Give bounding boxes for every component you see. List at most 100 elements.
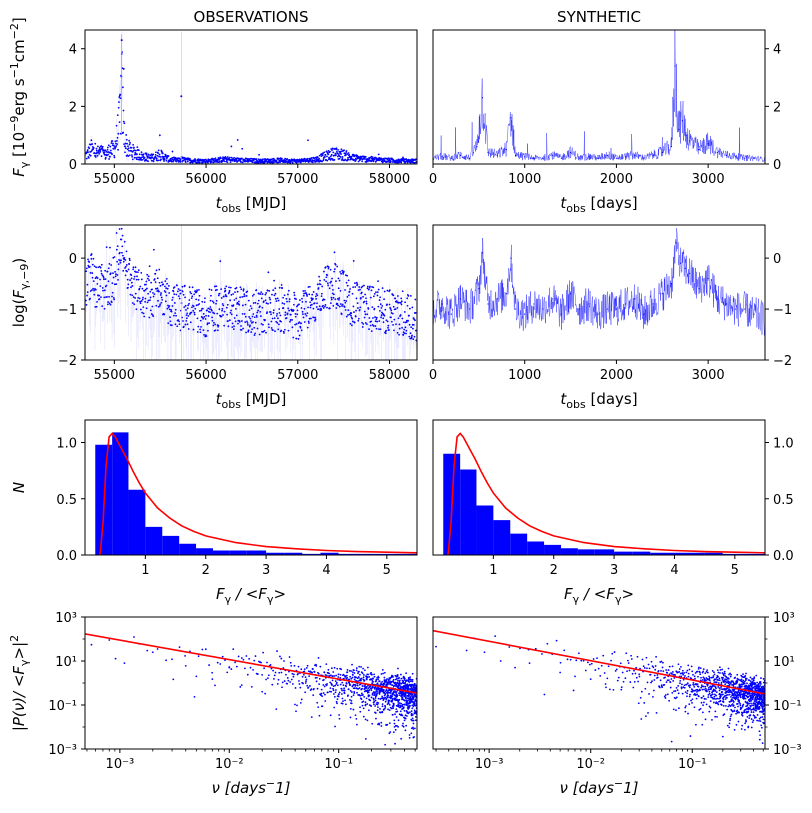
- obs-loglightcurve-point: [256, 311, 259, 314]
- syn-psd-point: [709, 706, 712, 709]
- obs-psd-point: [384, 700, 387, 703]
- syn-lightcurve-data-point: [487, 151, 489, 154]
- obs-psd-point: [341, 689, 343, 692]
- syn-psd-point: [707, 696, 710, 699]
- obs-psd-ytick-label: 10⁻³: [48, 743, 77, 758]
- obs-loglightcurve-point: [317, 308, 320, 311]
- syn-psd-point: [701, 685, 704, 688]
- obs-loglightcurve-point: [274, 330, 276, 333]
- obs-psd-point: [407, 699, 409, 702]
- obs-psd-point: [411, 678, 414, 681]
- obs-loglightcurve-point: [182, 293, 185, 296]
- obs-psd-point: [329, 714, 332, 717]
- obs-loglightcurve-point: [246, 320, 248, 323]
- obs-loglightcurve-point: [243, 313, 246, 315]
- syn-histogram-bar: [560, 548, 578, 555]
- obs-loglightcurve-point: [320, 295, 323, 298]
- obs-psd-point: [413, 727, 416, 730]
- obs-loglightcurve-point: [215, 285, 218, 288]
- obs-loglightcurve-xtick-label: 55000: [94, 368, 135, 383]
- obs-loglightcurve-point: [186, 323, 189, 326]
- obs-psd-point: [375, 694, 378, 697]
- obs-psd-point: [391, 697, 394, 700]
- obs-psd-point: [392, 707, 394, 709]
- obs-loglightcurve-point: [226, 303, 229, 306]
- syn-psd-point: [688, 695, 691, 698]
- obs-loglightcurve-point: [108, 262, 111, 265]
- obs-psd-point: [346, 676, 349, 679]
- obs-loglightcurve-point: [292, 336, 295, 339]
- obs-loglightcurve-point: [100, 296, 102, 299]
- obs-psd-point: [363, 674, 365, 676]
- obs-psd-point: [374, 691, 377, 693]
- obs-loglightcurve-point: [226, 313, 229, 316]
- obs-loglightcurve-point: [87, 258, 89, 261]
- obs-loglightcurve-point: [342, 270, 345, 273]
- obs-loglightcurve-xtick-label: 56000: [185, 368, 226, 383]
- obs-loglightcurve-point: [289, 320, 291, 323]
- obs-psd-point: [353, 687, 356, 690]
- syn-psd-point: [718, 692, 721, 695]
- obs-loglightcurve-point: [210, 309, 213, 312]
- obs-loglightcurve-point: [397, 301, 400, 304]
- obs-psd-point: [354, 684, 357, 687]
- syn-psd-point: [666, 693, 669, 696]
- syn-psd-point: [678, 707, 680, 710]
- syn-psd-point: [705, 679, 707, 682]
- syn-psd-point: [703, 697, 706, 700]
- obs-loglightcurve-point: [302, 316, 305, 319]
- syn-psd-point: [688, 668, 691, 671]
- syn-lightcurve-data-point: [459, 154, 462, 156]
- obs-psd-point: [379, 707, 381, 710]
- syn-loglightcurve-data-point: [606, 308, 608, 310]
- obs-lightcurve-point: [341, 156, 344, 158]
- obs-lightcurve-point: [333, 159, 336, 161]
- syn-psd-point: [717, 703, 720, 706]
- obs-lightcurve-point: [127, 155, 130, 158]
- obs-psd-point: [390, 680, 393, 683]
- obs-loglightcurve-point: [301, 297, 303, 300]
- obs-psd-point: [306, 684, 309, 687]
- syn-psd-point: [711, 719, 713, 721]
- syn-loglightcurve-data-point: [496, 298, 498, 300]
- obs-loglightcurve-point: [374, 316, 376, 318]
- obs-lightcurve-point: [117, 132, 120, 135]
- syn-psd-point: [637, 702, 640, 705]
- obs-psd-point: [398, 679, 401, 682]
- syn-lightcurve-data-point: [469, 157, 471, 159]
- obs-lightcurve-point: [334, 152, 337, 155]
- obs-loglightcurve-point: [125, 250, 128, 253]
- obs-loglightcurve-point: [280, 320, 282, 323]
- obs-loglightcurve-point: [407, 319, 410, 322]
- obs-loglightcurve-point: [375, 291, 377, 294]
- obs-loglightcurve-point: [279, 314, 282, 317]
- syn-psd-point: [546, 642, 549, 645]
- obs-psd-point: [341, 697, 344, 700]
- syn-psd-point: [706, 671, 709, 674]
- obs-loglightcurve-point: [302, 313, 304, 316]
- obs-histogram-bar: [246, 550, 267, 555]
- syn-psd-point: [719, 695, 722, 698]
- obs-loglightcurve-point: [270, 320, 273, 323]
- obs-psd-point: [349, 707, 352, 710]
- obs-lightcurve-point: [228, 156, 231, 159]
- syn-histogram-bar: [577, 549, 595, 555]
- obs-loglightcurve-point: [288, 298, 291, 301]
- obs-lightcurve-point: [343, 149, 346, 152]
- obs-psd-xlabel: ν [days−1]: [211, 777, 290, 797]
- obs-psd-data-point: [184, 664, 187, 667]
- obs-loglightcurve-point: [173, 293, 176, 295]
- syn-psd-point: [633, 669, 635, 672]
- obs-psd-point: [405, 696, 407, 699]
- obs-loglightcurve-point: [261, 293, 264, 295]
- syn-psd-point: [712, 690, 715, 693]
- syn-lightcurve-data-point: [624, 156, 627, 158]
- syn-psd-point: [605, 686, 607, 689]
- obs-loglightcurve-point: [167, 285, 170, 287]
- obs-loglightcurve-point: [307, 286, 310, 288]
- obs-psd-point: [133, 636, 135, 638]
- obs-histogram-frame: [84, 419, 418, 556]
- obs-psd-point: [314, 676, 317, 679]
- syn-lightcurve-ytick-label: 2: [773, 100, 781, 115]
